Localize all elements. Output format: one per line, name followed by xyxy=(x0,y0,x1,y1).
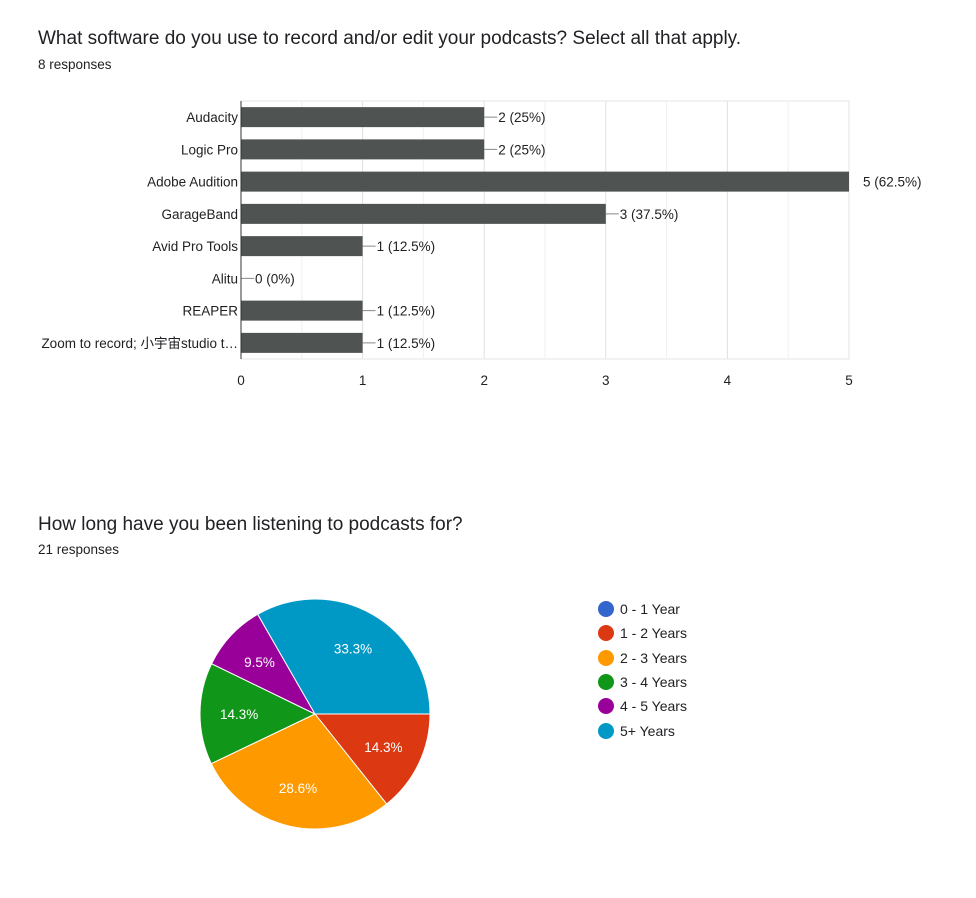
x-tick-label: 0 xyxy=(237,373,245,388)
bar-question-title: What software do you use to record and/o… xyxy=(38,28,742,49)
pie-slice xyxy=(313,713,431,805)
data-label: 1 (12.5%) xyxy=(377,336,436,351)
pie-slice xyxy=(257,598,431,715)
bar xyxy=(241,107,485,128)
data-label: 2 (25%) xyxy=(498,110,545,125)
bar xyxy=(241,300,363,321)
pie-slice xyxy=(210,713,388,830)
data-label: 5 (62.5%) xyxy=(863,175,922,190)
legend-label: 1 - 2 Years xyxy=(620,625,687,642)
legend-item: 5+ Years xyxy=(598,718,687,742)
legend-swatch xyxy=(598,649,614,666)
bar xyxy=(241,203,606,224)
x-tick-label: 3 xyxy=(602,373,610,388)
pie-response-count: 21 responses xyxy=(38,542,120,557)
category-label: Alitu xyxy=(212,271,238,286)
legend-label: 4 - 5 Years xyxy=(620,698,687,715)
category-label: Adobe Audition xyxy=(147,175,238,190)
bar xyxy=(241,332,363,353)
legend-label: 2 - 3 Years xyxy=(620,649,687,666)
data-label: 1 (12.5%) xyxy=(377,304,436,319)
x-tick-label: 4 xyxy=(724,373,732,388)
legend-swatch xyxy=(598,698,614,715)
data-label: 3 (37.5%) xyxy=(620,207,679,222)
legend-item: 1 - 2 Years xyxy=(598,621,687,645)
pie-legend: 0 - 1 Year 1 - 2 Years 2 - 3 Years 3 - 4 Ye… xyxy=(598,597,687,743)
x-tick-label: 2 xyxy=(480,373,488,388)
category-label: GarageBand xyxy=(161,207,238,222)
category-label: Avid Pro Tools xyxy=(152,239,238,254)
category-label: Audacity xyxy=(186,110,238,125)
data-label: 0 (0%) xyxy=(255,271,295,286)
slice-label: 9.5% xyxy=(244,655,275,670)
bar xyxy=(241,139,485,160)
x-tick-label: 5 xyxy=(845,373,853,388)
data-label: 1 (12.5%) xyxy=(377,239,436,254)
legend-swatch xyxy=(598,722,614,739)
category-label: Zoom to record; 小宇宙studio t… xyxy=(41,336,238,351)
x-tick-label: 1 xyxy=(359,373,367,388)
slice-label: 14.3% xyxy=(220,707,258,722)
legend-item: 4 - 5 Years xyxy=(598,694,687,718)
data-label: 2 (25%) xyxy=(498,142,545,157)
legend-label: 3 - 4 Years xyxy=(620,674,687,691)
legend-item: 2 - 3 Years xyxy=(598,646,687,670)
pie-slice xyxy=(199,663,317,765)
legend-label: 5+ Years xyxy=(620,722,675,739)
pie-slice xyxy=(210,613,317,716)
legend-swatch xyxy=(598,601,614,618)
bar-response-count: 8 responses xyxy=(38,57,112,72)
legend-swatch xyxy=(598,674,614,691)
category-label: Logic Pro xyxy=(181,142,238,157)
pie-question-title: How long have you been listening to podc… xyxy=(38,514,463,535)
category-label: REAPER xyxy=(182,304,238,319)
bar xyxy=(241,171,849,192)
legend-swatch xyxy=(598,625,614,642)
software-bar-chart: 0 1 2 3 4 5 Audacity 2 (25%) Logic Pro 2 (25%) Ado… xyxy=(41,100,922,388)
slice-label: 28.6% xyxy=(279,781,317,796)
bar xyxy=(241,236,363,257)
legend-item: 3 - 4 Years xyxy=(598,670,687,694)
legend-label: 0 - 1 Year xyxy=(620,601,680,618)
slice-label: 14.3% xyxy=(364,740,402,755)
legend-item: 0 - 1 Year xyxy=(598,597,687,621)
slice-label: 33.3% xyxy=(334,641,372,656)
